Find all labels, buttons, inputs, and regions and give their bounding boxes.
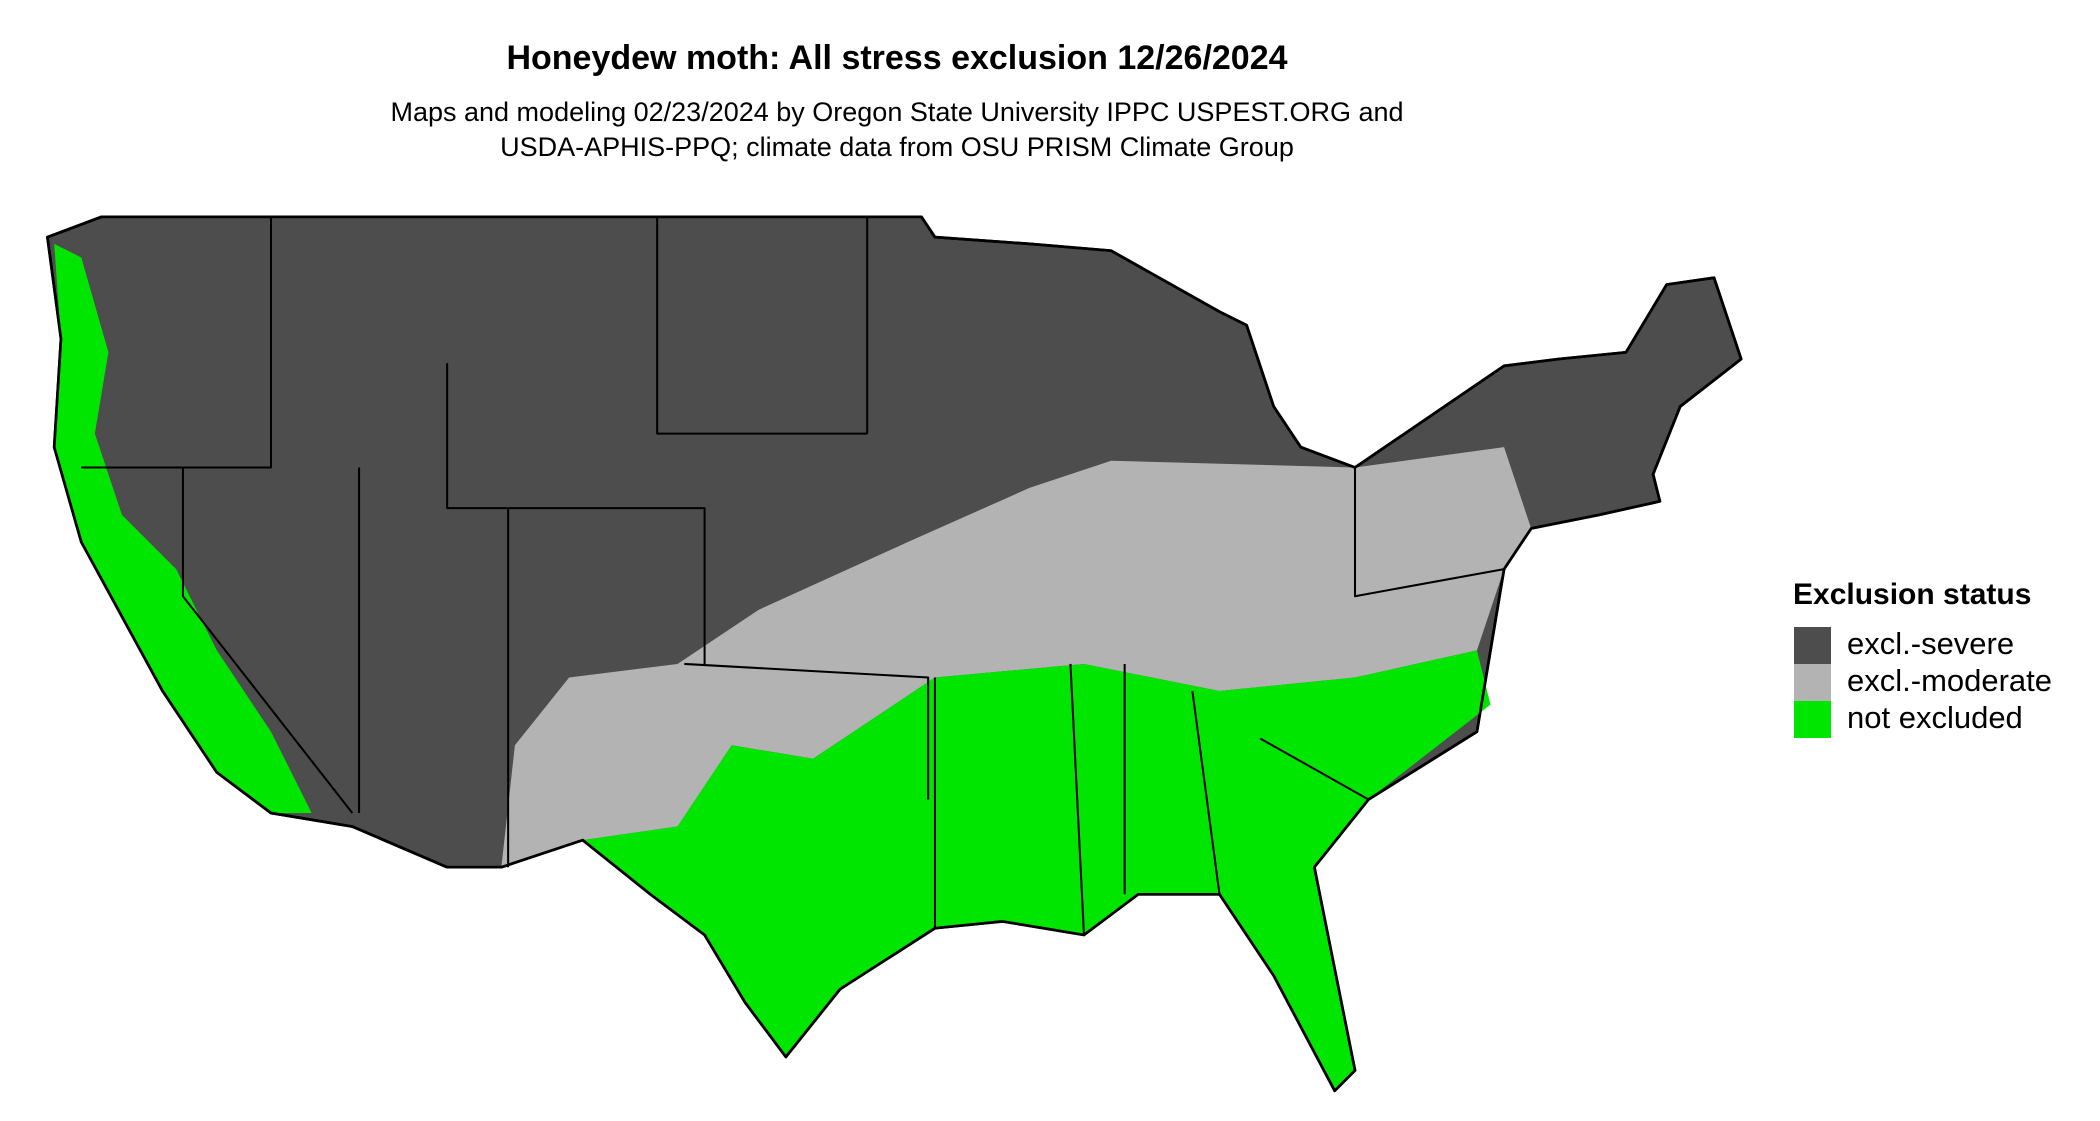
legend-title: Exclusion status <box>1793 578 2031 611</box>
map-subtitle: USDA-APHIS-PPQ; climate data from OSU PR… <box>500 132 1294 162</box>
legend-label: excl.-moderate <box>1847 663 2052 698</box>
state-borders <box>81 216 1505 936</box>
legend-swatch <box>1794 627 1831 664</box>
legend-label: excl.-severe <box>1847 626 2014 661</box>
map-title: Honeydew moth: All stress exclusion 12/2… <box>506 39 1287 77</box>
map-subtitle: Maps and modeling 02/23/2024 by Oregon S… <box>390 97 1403 127</box>
moderate-region <box>501 447 1532 868</box>
legend-label: not excluded <box>1847 700 2023 735</box>
us-map <box>46 215 1743 1093</box>
legend-swatch <box>1794 701 1831 738</box>
not-excluded-region <box>54 243 312 813</box>
legend-swatch <box>1794 664 1831 701</box>
not-excluded-region <box>582 650 1491 1091</box>
